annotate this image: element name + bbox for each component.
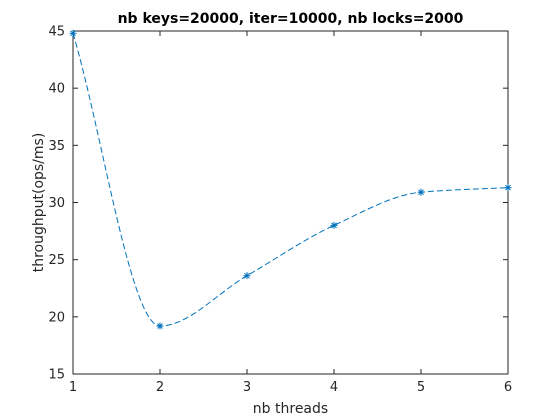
marker-stroke [157,323,163,329]
data-point-marker [330,221,338,229]
data-point-marker [243,272,251,280]
data-point-marker [504,184,512,192]
marker-stroke [331,222,337,229]
series-layer [69,29,512,330]
y-tick-label: 30 [48,196,65,211]
data-point-marker [69,29,77,37]
marker-stroke [70,30,76,37]
y-tick-label: 35 [48,139,65,154]
x-tick-label: 6 [504,380,512,395]
x-tick-label: 1 [69,380,77,395]
marker-stroke [244,272,250,279]
x-tick-label: 3 [243,380,251,395]
data-point-marker [156,322,164,330]
plot-area [72,30,509,375]
y-tick-label: 45 [48,25,65,40]
marker-stroke [418,189,424,196]
y-axis-label: throughput(ops/ms) [31,133,47,273]
chart-title: nb keys=20000, iter=10000, nb locks=2000 [118,11,464,27]
y-tick-label: 20 [48,310,65,325]
x-axis-label: nb threads [253,401,328,417]
x-tick-label: 5 [417,380,425,395]
marker-stroke [505,184,511,191]
y-tick-label: 40 [48,82,65,97]
y-tick-label: 15 [48,368,65,383]
x-tick-label: 2 [156,380,164,395]
x-tick-label: 4 [330,380,338,395]
y-tick-label: 25 [48,253,65,268]
data-point-marker [417,188,425,196]
